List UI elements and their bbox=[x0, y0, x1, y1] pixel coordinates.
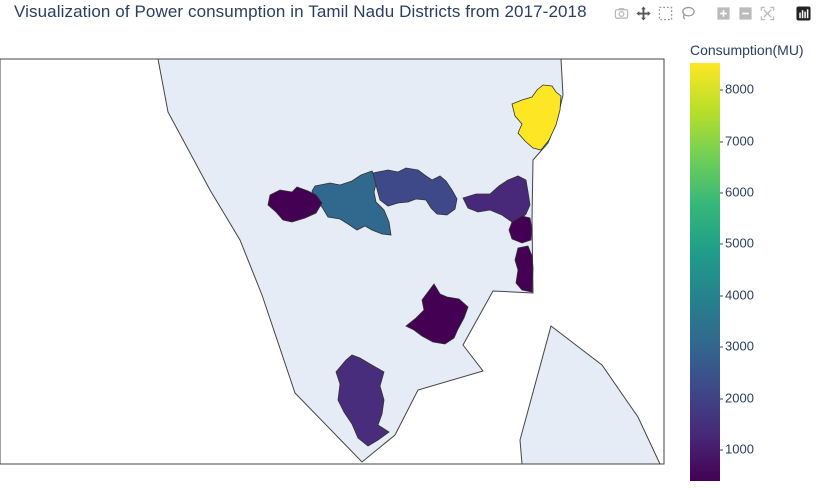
lasso-icon[interactable] bbox=[678, 4, 696, 22]
district-salem[interactable] bbox=[372, 167, 458, 216]
modebar bbox=[612, 4, 812, 22]
district-cuddalore[interactable] bbox=[514, 245, 534, 293]
autoscale-icon[interactable] bbox=[758, 4, 776, 22]
district-trichy[interactable] bbox=[405, 283, 469, 345]
plotly-logo-icon[interactable] bbox=[794, 4, 812, 22]
colorbar-tick: 3000 bbox=[720, 338, 754, 354]
box-select-icon[interactable] bbox=[656, 4, 674, 22]
colorbar-tick: 1000 bbox=[720, 441, 754, 457]
chart-title: Visualization of Power consumption in Ta… bbox=[14, 2, 587, 21]
camera-icon[interactable] bbox=[612, 4, 630, 22]
zoom-out-icon[interactable] bbox=[736, 4, 754, 22]
district-chennai[interactable] bbox=[511, 84, 562, 151]
district-villupuram[interactable] bbox=[508, 215, 533, 244]
colorbar-title: Consumption(MU) bbox=[690, 42, 804, 58]
district-vellore[interactable] bbox=[462, 175, 531, 223]
map-canvas[interactable] bbox=[0, 58, 666, 468]
colorbar bbox=[690, 63, 720, 481]
district-coimbatore[interactable] bbox=[311, 170, 392, 236]
pan-icon[interactable] bbox=[634, 4, 652, 22]
district-madurai[interactable] bbox=[335, 354, 390, 447]
colorbar-tick: 7000 bbox=[720, 133, 754, 149]
zoom-in-icon[interactable] bbox=[714, 4, 732, 22]
colorbar-tick: 4000 bbox=[720, 287, 754, 303]
colorbar-tick: 2000 bbox=[720, 390, 754, 406]
colorbar-tick: 6000 bbox=[720, 184, 754, 200]
colorbar-tick: 8000 bbox=[720, 81, 754, 97]
colorbar-tick: 5000 bbox=[720, 235, 754, 251]
district-nilgiris[interactable] bbox=[267, 186, 323, 223]
sri-lanka-land bbox=[519, 325, 661, 465]
